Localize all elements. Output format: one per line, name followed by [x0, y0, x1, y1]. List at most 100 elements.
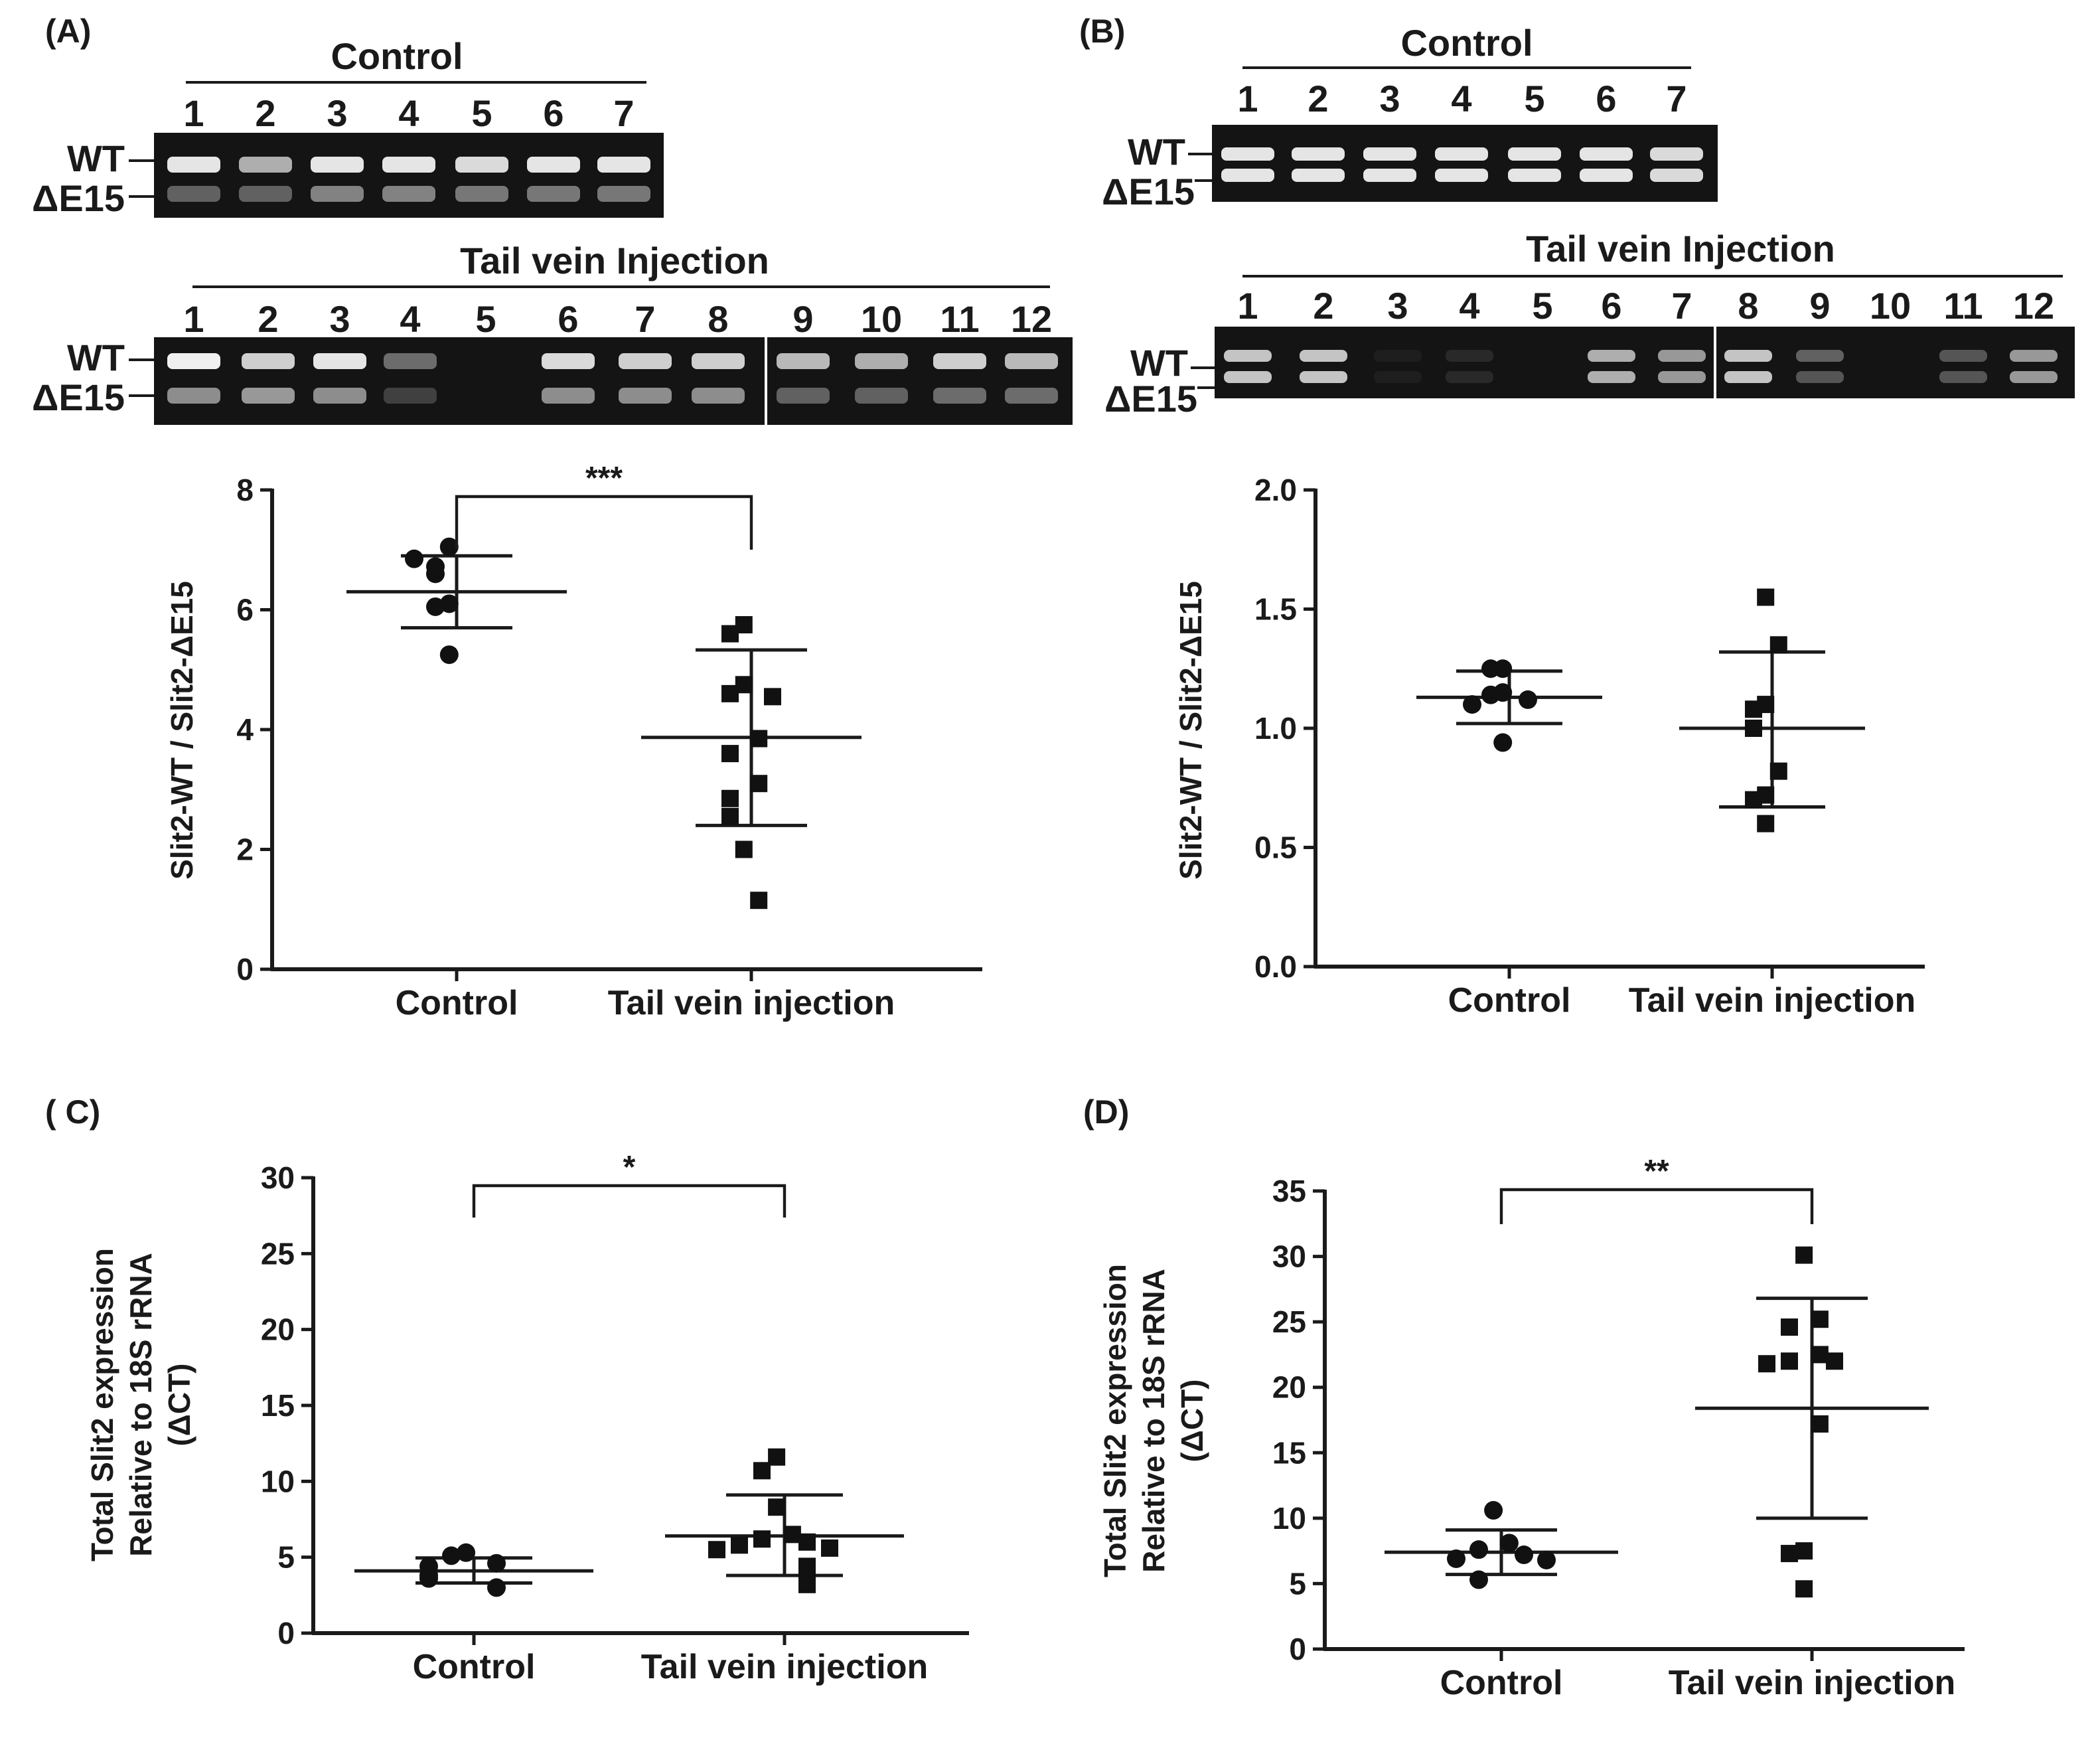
gel-a-injection-lane-12-de15-band [1005, 388, 1058, 404]
gel-b-injection-lane-12-wt-band [2010, 350, 2058, 362]
gel-b-injection-lane-3-de15-band [1374, 371, 1422, 383]
gel-a-injection-lane-7-de15-band [619, 388, 672, 404]
gel-a-injection-title: Tail vein Injection [460, 240, 769, 281]
chart-a-injection-point-6 [750, 730, 768, 748]
gel-b-control-lane-number-2: 2 [1308, 78, 1328, 119]
chart-b-x-tick-label-0: Control [1448, 981, 1571, 1020]
chart-b-y-axis-label-1: Slit2-WT / Slit2-ΔE15 [1173, 581, 1208, 880]
gel-a-injection-lane-1-de15-band [167, 388, 220, 404]
gel-b-injection-background [1215, 327, 2075, 398]
gel-a-injection-lane-number-2: 2 [258, 298, 278, 340]
chart-d-significance-stars: ** [1644, 1154, 1669, 1189]
chart-d-injection-point-10 [1781, 1545, 1798, 1563]
panel-label-c: ( C) [45, 1093, 100, 1131]
chart-b-y-tick-label-1: 0.5 [1254, 831, 1297, 865]
chart-a-injection-point-8 [750, 775, 768, 793]
chart-d-injection-point-2 [1811, 1310, 1829, 1328]
chart-c-injection-point-12 [798, 1575, 816, 1593]
chart-b-control-point-5 [1519, 690, 1537, 709]
gel-b-control-lane-number-1: 1 [1237, 78, 1258, 119]
gel-b-injection-lane-number-2: 2 [1313, 285, 1333, 327]
gel-b-injection-lane-7-wt-band [1658, 350, 1706, 362]
gel-b-injection-lane-3-wt-band [1374, 350, 1422, 362]
gel-a-control-lane-3-wt-band [311, 157, 364, 173]
chart-b-y-tick-label-0: 0.0 [1254, 949, 1297, 984]
gel-a-injection-lane-11-wt-band [933, 353, 986, 369]
chart-b-injection-point-9 [1757, 815, 1775, 832]
gel-b-injection-lane-9-wt-band [1796, 350, 1844, 362]
gel-b-injection-lane-number-10: 10 [1870, 285, 1911, 327]
chart-d-significance-bracket [1499, 1188, 1814, 1224]
gel-a-injection-lane-7-wt-band [619, 353, 672, 369]
chart-c-control-point-7 [487, 1578, 506, 1597]
gel-b-injection-lane-4-wt-band [1446, 350, 1493, 362]
gel-a-control-lane-6-de15-band [527, 186, 580, 202]
chart-d-control-point-4 [1515, 1545, 1533, 1565]
panel-label-a: (A) [45, 13, 91, 50]
chart-c-injection-point-3 [768, 1498, 786, 1516]
gel-a-control-lane-number-7: 7 [613, 92, 634, 134]
chart-c-injection-point-6 [798, 1533, 816, 1551]
chart-d-y-tick-label-1: 5 [1289, 1566, 1306, 1601]
gel-a-control-lane-numbers: 1 2 3 4 5 6 7 [183, 92, 634, 134]
chart-a-control-point-7 [439, 645, 459, 665]
gel-b-injection-lane-1-wt-band [1224, 350, 1272, 362]
gel-a-injection-lane-10-wt-band [855, 353, 908, 369]
gel-a-injection-lane-number-3: 3 [329, 298, 350, 340]
gel-b-control-lane-number-3: 3 [1379, 78, 1400, 119]
chart-d-control-point-2 [1499, 1534, 1519, 1553]
chart-c-y-tick-label-4: 20 [261, 1312, 295, 1347]
gel-a-injection-lane-1-wt-band [167, 353, 220, 369]
chart-a-y-tick-label-2: 4 [236, 712, 254, 747]
gel-b-control-lane-6-wt-band [1580, 147, 1633, 161]
gel-a-control-lane-7-wt-band [597, 157, 650, 173]
gel-a-control-lane-4-de15-band [382, 186, 435, 202]
gel-a-injection-de15-label: ΔE15 [32, 376, 125, 418]
chart-d-y-tick-label-2: 10 [1272, 1501, 1306, 1536]
chart-a-significance-stars: *** [585, 461, 623, 496]
chart-c-injection-point-4 [783, 1526, 801, 1544]
chart-d-injection-point-9 [1795, 1542, 1813, 1560]
chart-d-control-point-7 [1469, 1570, 1488, 1589]
chart-d-injection-point-1 [1795, 1246, 1813, 1264]
gel-a-injection-lane-2-wt-band [242, 353, 295, 369]
gel-b-control-lane-number-7: 7 [1666, 78, 1687, 119]
gel-b-injection-de15-label: ΔE15 [1104, 378, 1197, 420]
gel-b-control-lane-4-de15-band [1435, 169, 1488, 182]
gel-b-control-lane-2-wt-band [1292, 147, 1345, 161]
chart-d-injection-point-7 [1758, 1355, 1775, 1373]
gel-a-injection-lane-number-9: 9 [792, 298, 813, 340]
gel-a-control-de15-label: ΔE15 [32, 177, 125, 219]
gel-b-control-lane-7-wt-band [1650, 147, 1703, 161]
chart-a-injection-point-2 [721, 625, 739, 643]
chart-c-y-axis-label-2: Relative to 18S rRNA [123, 1253, 158, 1557]
gel-a-injection-lane-number-6: 6 [558, 298, 578, 340]
chart-a-control-point-6 [426, 597, 445, 616]
gel-a-control-wt-label: WT [67, 137, 125, 179]
gel-b-control-lane-4-wt-band [1435, 147, 1488, 161]
chart-d-injection-point-4 [1811, 1346, 1829, 1364]
gel-a-control-lane-5-de15-band [455, 186, 508, 202]
gel-a-control-background [154, 133, 664, 218]
gel-b-control-wt-label: WT [1128, 131, 1185, 173]
chart-c-injection-point-8 [821, 1539, 838, 1557]
gel-a-control-lane-number-1: 1 [183, 92, 204, 134]
gel-a-injection-lane-9-wt-band [777, 353, 830, 369]
gel-b-control-lane-1-de15-band [1221, 169, 1274, 182]
gel-a-injection-lane-number-5: 5 [475, 298, 496, 340]
gel-b-injection-lane-numbers: 1 2 3 4 5 6 7 8 9 10 11 12 [1237, 285, 2054, 327]
gel-b-injection-lane-number-6: 6 [1601, 285, 1621, 327]
gel-b-injection-lane-2-wt-band [1300, 350, 1347, 362]
gel-b-injection-lane-number-12: 12 [2013, 285, 2054, 327]
gel-a-control-lane-6-wt-band [527, 157, 580, 173]
gel-a-injection-lane-number-11: 11 [940, 298, 979, 340]
gel-b-control-lane-5-de15-band [1508, 169, 1561, 182]
gel-b-control-background [1212, 125, 1718, 202]
gel-a-control-lane-1-de15-band [167, 186, 220, 202]
panel-label-b: (B) [1079, 13, 1125, 50]
chart-d-y-axis-label-3: (ΔCT) [1175, 1379, 1209, 1462]
gel-b-control-lane-7-de15-band [1650, 169, 1703, 182]
gel-b-control-lane-5-wt-band [1508, 147, 1561, 161]
